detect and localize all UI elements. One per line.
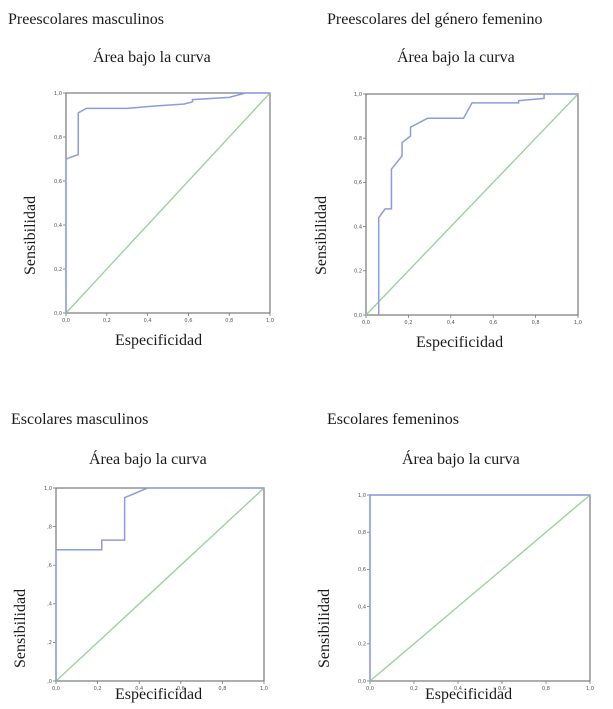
x-axis-label-3: Especificidad — [115, 686, 203, 703]
x-tick-label: 0,0 — [62, 318, 70, 324]
roc-plot-3: 0,0 0,2 0,4 0,6 0,8 1,0 ,0 ,2 ,4 ,6 ,8 1,0 — [44, 486, 268, 692]
group-title-1: Preescolares masculinos — [8, 11, 164, 28]
group-title-3: Escolares masculinos — [11, 411, 149, 428]
reference-line — [65, 92, 271, 314]
roc-curve — [55, 487, 264, 681]
roc-curve — [65, 92, 270, 313]
y-tick-label: 0,8 — [54, 135, 62, 141]
y-tick-label: 1,0 — [44, 486, 52, 492]
x-tick-label: 1,0 — [574, 320, 582, 326]
y-tick-label: 0,8 — [354, 136, 362, 142]
group-title-2: Preescolares del género femenino — [327, 11, 543, 28]
y-tick-label: ,4 — [47, 602, 52, 608]
y-tick-label: 0,8 — [358, 530, 366, 536]
y-tick-label: 0,4 — [358, 604, 366, 610]
reference-line — [55, 487, 265, 682]
x-tick-label: 0,2 — [94, 686, 102, 692]
x-tick-label: 0,2 — [103, 318, 111, 324]
x-tick-label: 0,2 — [404, 320, 412, 326]
x-tick-label: 0,8 — [218, 686, 226, 692]
roc-curve — [377, 93, 578, 315]
x-tick-label: 0,0 — [362, 320, 370, 326]
x-tick-label: 0,6 — [184, 318, 192, 324]
x-tick-label: 0,6 — [177, 686, 185, 692]
x-tick-label: 0,8 — [532, 320, 540, 326]
chart-title-3: Área bajo la curva — [89, 451, 207, 468]
y-tick-label: 1,0 — [54, 91, 62, 97]
x-tick-label: 0,2 — [410, 686, 418, 692]
y-axis-label-2: Sensibilidad — [313, 195, 330, 275]
y-tick-label: 0,6 — [358, 567, 366, 573]
roc-plot-1: 0,0 0,2 0,4 0,6 0,8 1,0 0,0 0,2 0,4 0,6 0,8 1,0 — [54, 91, 274, 324]
y-tick-label: 0,4 — [354, 224, 362, 230]
roc-plot-2: 0,0 0,2 0,4 0,6 0,8 1,0 0,0 0,2 0,4 0,6 0,8 1,0 — [354, 92, 582, 326]
y-axis-label-4: Sensibilidad — [316, 588, 333, 668]
x-tick-label: 0,0 — [52, 686, 60, 692]
x-tick-label: 1,0 — [260, 686, 268, 692]
y-tick-label: 0,2 — [54, 267, 62, 273]
y-tick-label: 0,0 — [54, 311, 62, 317]
y-tick-label: ,2 — [47, 640, 52, 646]
plot-frame — [365, 93, 579, 316]
y-tick-label: ,0 — [47, 679, 52, 685]
y-tick-label: 0,6 — [54, 179, 62, 185]
x-tick-label: 0,4 — [144, 318, 152, 324]
x-axis-label-1: Especificidad — [115, 332, 203, 349]
x-tick-label: 0,4 — [135, 686, 143, 692]
chart-title-2: Área bajo la curva — [397, 49, 515, 66]
y-tick-label: 1,0 — [354, 92, 362, 98]
reference-line — [365, 93, 579, 316]
y-tick-label: 0,0 — [358, 679, 366, 685]
y-axis-label-3: Sensibilidad — [12, 588, 29, 668]
x-tick-label: 0,4 — [454, 686, 462, 692]
x-tick-label: 0,4 — [447, 320, 455, 326]
chart-title-1: Área bajo la curva — [93, 49, 211, 66]
y-tick-label: 0,2 — [354, 269, 362, 275]
y-tick-label: 0,2 — [358, 642, 366, 648]
y-tick-label: 1,0 — [358, 493, 366, 499]
y-tick-label: 0,6 — [354, 180, 362, 186]
y-tick-label: ,8 — [47, 524, 52, 530]
chart-title-4: Área bajo la curva — [402, 451, 520, 468]
y-tick-label: 0,4 — [54, 223, 62, 229]
reference-line — [369, 494, 591, 682]
x-tick-label: 0,8 — [542, 686, 550, 692]
x-axis-label-4: Especificidad — [425, 686, 513, 703]
roc-plot-4: 0,0 0,2 0,4 0,6 0,8 1,0 0,0 0,2 0,4 0,6 0,8 1,0 — [358, 493, 594, 692]
x-tick-label: 0,8 — [225, 318, 233, 324]
x-tick-label: 1,0 — [266, 318, 274, 324]
x-tick-label: 0,6 — [489, 320, 497, 326]
group-title-4: Escolares femeninos — [327, 411, 459, 428]
roc-curve — [369, 494, 590, 681]
y-tick-label: ,6 — [47, 563, 52, 569]
x-tick-label: 0,0 — [366, 686, 374, 692]
x-tick-label: 1,0 — [586, 686, 594, 692]
x-tick-label: 0,6 — [498, 686, 506, 692]
y-axis-label-1: Sensibilidad — [22, 195, 39, 275]
x-axis-label-2: Especificidad — [416, 334, 504, 351]
y-tick-label: 0,0 — [354, 313, 362, 319]
